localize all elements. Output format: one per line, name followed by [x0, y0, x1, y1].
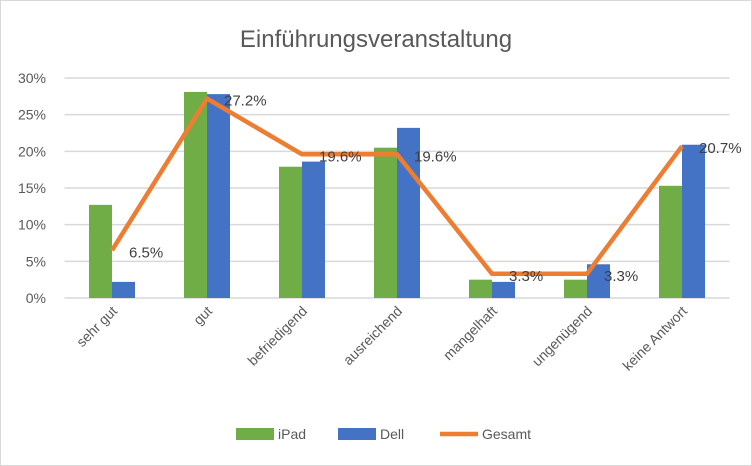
legend-swatch-ipad [236, 428, 274, 440]
data-label: 27.2% [224, 93, 267, 110]
x-tick-label: gut [190, 303, 215, 328]
bar-ipad [659, 185, 682, 298]
data-label: 19.6% [319, 148, 362, 165]
y-tick-label: 0% [26, 290, 46, 306]
bar-ipad [89, 204, 112, 298]
legend-label: Dell [380, 426, 404, 442]
y-tick-label: 25% [18, 107, 46, 123]
x-tick-label: befriedigend [244, 303, 310, 369]
bar-ipad [279, 166, 302, 298]
legend-label: iPad [278, 426, 306, 442]
bar-ipad [184, 91, 207, 298]
data-label: 19.6% [414, 148, 457, 165]
bar-dell [302, 161, 325, 298]
bar-dell [682, 144, 705, 298]
y-tick-label: 15% [18, 180, 46, 196]
y-tick-label: 10% [18, 217, 46, 233]
x-tick-label: mangelhaft [440, 303, 500, 363]
bar-ipad [469, 279, 492, 298]
bar-dell [492, 281, 515, 298]
y-tick-label: 30% [18, 70, 46, 86]
data-label: 3.3% [604, 268, 638, 285]
x-tick-label: keine Antwort [619, 303, 690, 374]
bar-ipad [374, 147, 397, 298]
x-tick-label: ungenügend [529, 303, 595, 369]
data-label: 3.3% [509, 268, 543, 285]
bar-dell [207, 94, 230, 298]
bar-ipad [564, 279, 587, 298]
x-tick-label: sehr gut [73, 303, 120, 350]
bar-dell [587, 264, 610, 298]
legend-label: Gesamt [482, 426, 531, 442]
chart-title: Einführungsveranstaltung [240, 26, 512, 53]
x-tick-label: ausreichend [340, 303, 405, 368]
y-tick-label: 5% [26, 253, 46, 269]
y-tick-label: 20% [18, 143, 46, 159]
line-gesamt [110, 96, 684, 277]
legend-swatch-dell [338, 428, 376, 440]
data-label: 6.5% [129, 244, 163, 261]
data-label: 20.7% [699, 140, 742, 157]
bar-dell [112, 281, 135, 298]
bar-dell [397, 127, 420, 298]
